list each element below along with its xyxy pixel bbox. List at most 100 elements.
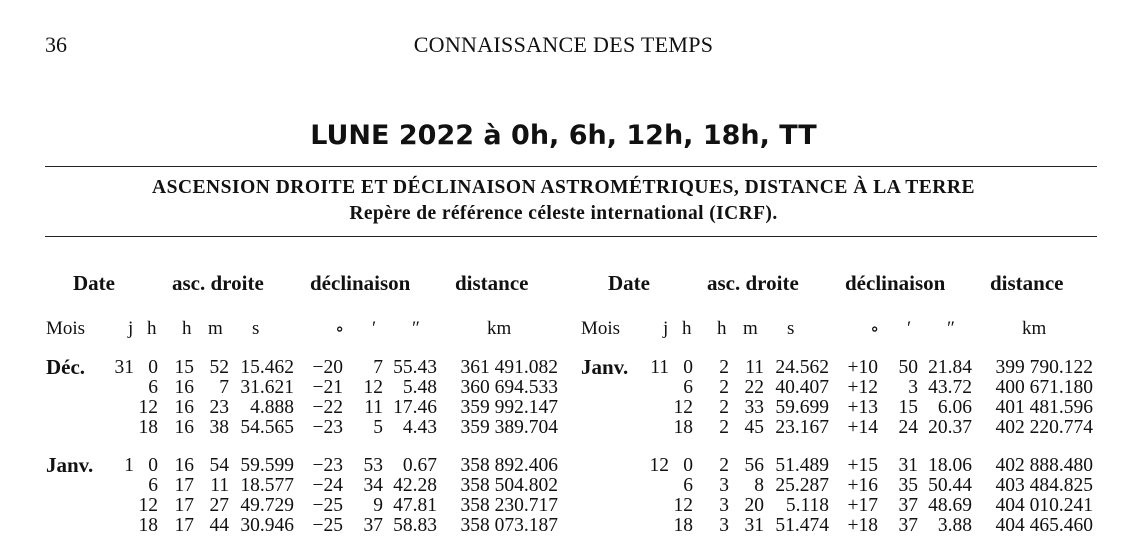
- col-dist: distance: [990, 271, 1064, 295]
- running-head: CONNAISSANCE DES TEMPS: [413, 32, 714, 57]
- dec-arcmin-cell: 34: [363, 475, 384, 496]
- hour-cell: 0: [683, 357, 693, 378]
- day-cell: 11: [650, 357, 669, 378]
- ra-minutes-cell: 45: [744, 417, 765, 438]
- page-title: LUNE 2022 à 0h, 6h, 12h, 18h, TT: [310, 120, 817, 151]
- dec-degrees-cell: +15: [847, 455, 879, 476]
- ra-seconds-cell: 49.729: [240, 495, 294, 516]
- ra-minutes-cell: 31: [744, 515, 765, 536]
- ra-seconds-cell: 51.474: [775, 515, 829, 536]
- unit-arcmin: ′: [372, 318, 377, 339]
- dec-arcmin-cell: 37: [363, 515, 384, 536]
- ra-minutes-cell: 52: [209, 357, 230, 378]
- dec-arcsec-cell: 6.06: [937, 397, 972, 418]
- col-ra: asc. droite: [172, 271, 264, 295]
- hour-cell: 0: [148, 455, 158, 476]
- hour-cell: 6: [148, 475, 158, 496]
- ra-hours-cell: 16: [174, 455, 195, 476]
- dec-arcmin-cell: 37: [898, 495, 919, 516]
- dec-degrees-cell: −22: [312, 397, 344, 418]
- unit-ra-s: s: [787, 318, 795, 339]
- ra-hours-cell: 17: [174, 515, 195, 536]
- hour-cell: 0: [683, 455, 693, 476]
- dec-arcsec-cell: 48.69: [928, 495, 972, 516]
- ra-minutes-cell: 38: [209, 417, 230, 438]
- unit-ra-h: h: [717, 318, 727, 339]
- distance-cell: 404 465.460: [995, 515, 1094, 536]
- col-dist: distance: [455, 271, 529, 295]
- ra-seconds-cell: 59.699: [775, 397, 829, 418]
- ra-hours-cell: 2: [719, 357, 729, 378]
- table-row: 12 0 2 56 51.489 +15 31 18.06 402 888.480: [535, 455, 1105, 476]
- dec-arcsec-cell: 21.84: [928, 357, 972, 378]
- unit-j: j: [128, 318, 134, 339]
- unit-ra-m: m: [208, 318, 223, 339]
- distance-cell: 360 694.533: [460, 377, 559, 398]
- dec-arcmin-cell: 15: [898, 397, 919, 418]
- dec-arcsec-cell: 47.81: [393, 495, 437, 516]
- ra-hours-cell: 16: [174, 397, 195, 418]
- dec-arcmin-cell: 37: [898, 515, 919, 536]
- dec-arcsec-cell: 43.72: [928, 377, 972, 398]
- distance-cell: 399 790.122: [995, 357, 1094, 378]
- hour-cell: 18: [673, 515, 694, 536]
- table-row: 18 16 38 54.565 −23 5 4.43 359 389.704: [0, 417, 570, 438]
- table-row: 6 16 7 31.621 −21 12 5.48 360 694.533: [0, 377, 570, 398]
- ra-minutes-cell: 20: [744, 495, 765, 516]
- ra-minutes-cell: 11: [210, 475, 229, 496]
- distance-cell: 359 992.147: [460, 397, 559, 418]
- unit-arcmin: ′: [907, 318, 912, 339]
- dec-degrees-cell: +17: [847, 495, 879, 516]
- ra-hours-cell: 2: [719, 455, 729, 476]
- dec-degrees-cell: −24: [312, 475, 344, 496]
- table-row: Janv. 1 0 16 54 59.599 −23 53 0.67 358 892.406: [0, 453, 570, 477]
- table-row: Déc. 31 0 15 52 15.462 −20 7 55.43 361 491.082: [0, 355, 570, 379]
- dec-arcmin-cell: 11: [364, 397, 383, 418]
- dec-arcmin-cell: 24: [898, 417, 919, 438]
- table-row: 6 17 11 18.577 −24 34 42.28 358 504.802: [0, 475, 570, 496]
- dec-arcmin-cell: 35: [898, 475, 919, 496]
- unit-deg: ∘: [870, 319, 880, 340]
- col-dec: déclinaison: [310, 271, 411, 295]
- dec-arcsec-cell: 5.48: [402, 377, 437, 398]
- ra-hours-cell: 17: [174, 475, 195, 496]
- ra-seconds-cell: 15.462: [240, 357, 294, 378]
- dec-arcmin-cell: 5: [373, 417, 383, 438]
- ra-minutes-cell: 56: [744, 455, 765, 476]
- hour-cell: 12: [673, 495, 694, 516]
- distance-cell: 401 481.596: [995, 397, 1094, 418]
- dec-arcmin-cell: 3: [908, 377, 918, 398]
- ra-seconds-cell: 24.562: [775, 357, 829, 378]
- hour-cell: 6: [148, 377, 158, 398]
- ra-seconds-cell: 18.577: [240, 475, 294, 496]
- ra-seconds-cell: 5.118: [785, 495, 829, 516]
- ra-seconds-cell: 25.287: [775, 475, 829, 496]
- dec-degrees-cell: +13: [847, 397, 879, 418]
- table-row: 12 17 27 49.729 −25 9 47.81 358 230.717: [0, 495, 570, 516]
- ra-minutes-cell: 8: [754, 475, 764, 496]
- ra-minutes-cell: 27: [209, 495, 230, 516]
- ra-seconds-cell: 54.565: [240, 417, 294, 438]
- table-row: 6 2 22 40.407 +12 3 43.72 400 671.180: [535, 377, 1105, 398]
- unit-km: km: [1022, 318, 1047, 339]
- dec-arcmin-cell: 50: [898, 357, 919, 378]
- dec-arcsec-cell: 58.83: [393, 515, 437, 536]
- ra-seconds-cell: 30.946: [240, 515, 294, 536]
- distance-cell: 400 671.180: [995, 377, 1094, 398]
- ra-hours-cell: 17: [174, 495, 195, 516]
- table-row: Janv. 11 0 2 11 24.562 +10 50 21.84 399 790.122: [535, 355, 1105, 379]
- ra-hours-cell: 3: [719, 495, 729, 516]
- col-date: Date: [73, 271, 115, 295]
- dec-arcsec-cell: 55.43: [393, 357, 437, 378]
- dec-degrees-cell: +16: [847, 475, 879, 496]
- hour-cell: 18: [138, 417, 159, 438]
- ra-minutes-cell: 22: [744, 377, 765, 398]
- ra-seconds-cell: 51.489: [775, 455, 829, 476]
- hour-cell: 0: [148, 357, 158, 378]
- ra-hours-cell: 2: [719, 417, 729, 438]
- table-row: 18 17 44 30.946 −25 37 58.83 358 073.187: [0, 515, 570, 536]
- rule-top: [45, 166, 1097, 167]
- col-ra: asc. droite: [707, 271, 799, 295]
- unit-mois: Mois: [581, 318, 621, 339]
- ra-minutes-cell: 54: [209, 455, 230, 476]
